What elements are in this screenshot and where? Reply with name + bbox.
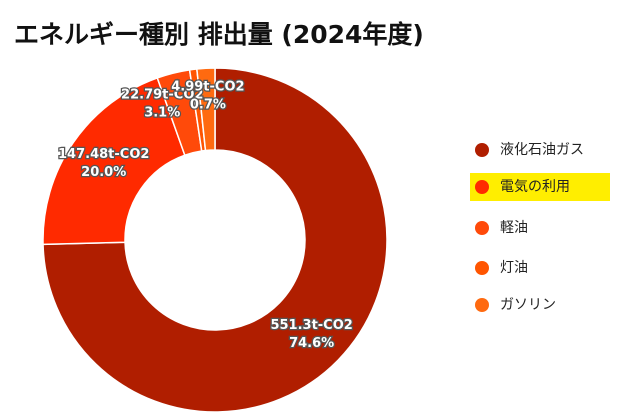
donut-slice bbox=[42, 77, 186, 246]
donut-slice bbox=[196, 67, 216, 152]
legend-label: 灯油 bbox=[500, 260, 528, 276]
legend-marker bbox=[475, 261, 489, 275]
legend-label: 軽油 bbox=[500, 220, 528, 236]
donut-slice bbox=[42, 67, 388, 413]
percent-label: 74.6% bbox=[289, 336, 334, 351]
percent-label: 20.0% bbox=[81, 165, 126, 180]
value-label: 147.48t-CO2 bbox=[58, 147, 149, 162]
value-label: 22.79t-CO2 bbox=[121, 88, 203, 103]
legend-label: ガソリン bbox=[500, 297, 556, 313]
percent-label: 0.7% bbox=[190, 98, 226, 113]
legend-label: 液化石油ガス bbox=[500, 142, 584, 158]
percent-label: 3.1% bbox=[144, 106, 180, 121]
legend-marker bbox=[475, 221, 489, 235]
legend-label: 電気の利用 bbox=[500, 179, 570, 195]
legend-marker bbox=[475, 143, 489, 157]
legend-marker bbox=[475, 180, 489, 194]
chart-title: エネルギー種別 排出量 (2024年度) bbox=[14, 20, 424, 49]
value-label: 4.99t-CO2 bbox=[171, 80, 244, 95]
legend-highlight bbox=[470, 173, 610, 201]
value-label: 551.3t-CO2 bbox=[270, 318, 352, 333]
legend-marker bbox=[475, 298, 489, 312]
